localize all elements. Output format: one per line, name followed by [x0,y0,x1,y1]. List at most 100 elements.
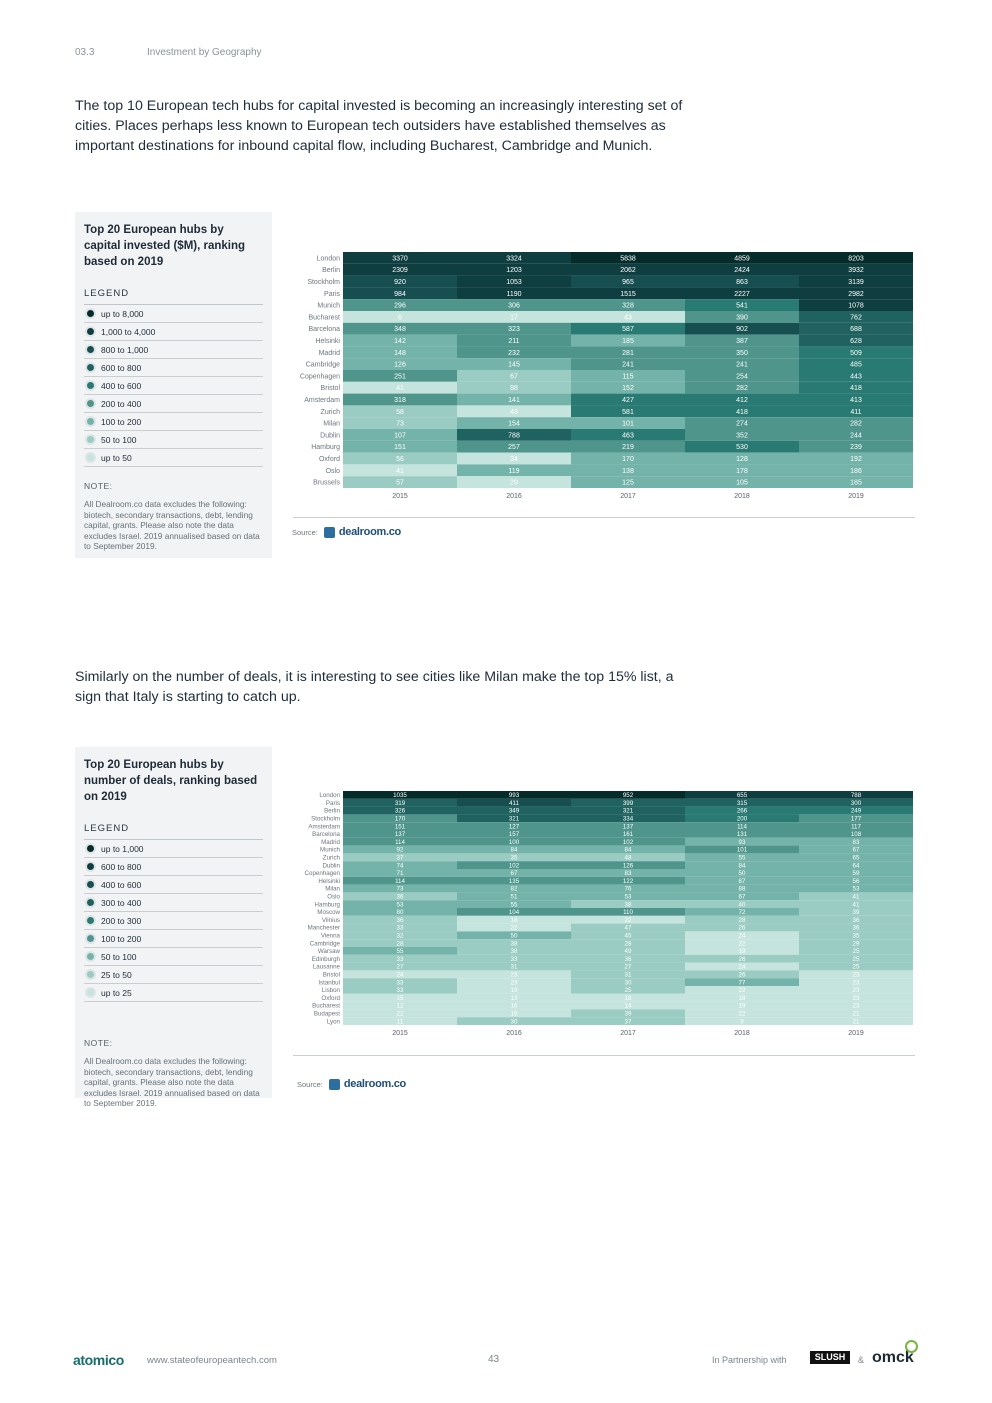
cell-value: 18 [511,917,518,924]
cell-value: 35 [511,854,518,861]
legend-item: up to 1,000 [84,840,263,858]
cell-value: 37 [625,1018,632,1025]
cell-value: 152 [622,385,634,392]
heatmap-cell [343,429,457,441]
heatmap-cell [685,1009,799,1018]
row-label: Brussels [313,480,340,487]
note-text: All Dealroom.co data excludes the follow… [84,1056,260,1108]
row-label: Bucharest [308,314,340,321]
heatmap-cell [685,845,799,854]
heatmap-cell [799,830,913,838]
cell-value: 67 [739,893,746,900]
cell-value: 984 [394,291,406,298]
cell-value: 50 [511,932,518,939]
heatmap-cell [343,1009,457,1018]
heatmap-cell [571,358,685,370]
legend-item: 1,000 to 4,000 [84,323,263,341]
heatmap-cell [685,853,799,862]
heatmap-cell [571,908,685,916]
legend-swatch-icon [85,452,96,463]
cell-value: 25 [853,948,860,955]
heatmap-cell [685,798,799,807]
heatmap-cell [685,954,799,963]
heatmap-cell [799,798,913,807]
heatmap-cell [457,861,571,869]
row-label: Zurich [321,409,341,416]
footer-url[interactable]: www.stateofeuropeantech.com [147,1355,277,1366]
heatmap-cell [685,358,799,370]
legend-swatch-icon [85,915,96,926]
column-label: 2017 [620,1030,636,1037]
dealroom-logo-icon [328,1078,340,1090]
source-label: Source: [292,527,318,537]
cell-value: 399 [623,800,634,807]
cell-value: 2309 [392,267,408,274]
cell-value: 3324 [506,255,522,262]
heatmap-cell [343,900,457,908]
cell-value: 33 [511,956,518,963]
cell-value: 49 [625,948,632,955]
cell-value: 65 [853,854,860,861]
heatmap-cell [457,381,571,394]
legend-item: 400 to 600 [84,377,263,395]
heatmap-cell [685,892,799,901]
cell-value: 119 [508,468,519,475]
cell-value: 55 [739,854,746,861]
legend-swatch-icon [85,434,96,445]
row-label: Lyon [327,1018,341,1025]
heatmap-cell [685,417,799,429]
heatmap-cell [343,464,457,477]
cell-value: 84 [625,847,632,854]
heatmap-cell [457,440,571,453]
cell-value: 83 [625,870,632,877]
cell-value: 131 [737,831,748,838]
cell-value: 127 [509,823,520,830]
heatmap-cell [457,405,571,418]
heatmap-cell [343,405,457,418]
row-label: Helsinki [315,338,340,345]
heatmap-cell [571,311,685,323]
cell-value: 485 [850,362,862,369]
heatmap-cell [343,915,457,924]
heatmap-cell [799,908,913,916]
heatmap-cell [799,814,913,823]
partner-label: In Partnership with [712,1355,787,1365]
cell-value: 232 [508,350,520,357]
cell-value: 105 [736,480,748,487]
cell-value: 36 [853,925,860,932]
heatmap-cell [343,986,457,994]
heatmap-cell [343,954,457,963]
heatmap-cell [799,275,913,288]
heatmap-cell [457,993,571,1002]
heatmap-cell [571,986,685,994]
heatmap-cell [457,346,571,359]
cell-value: 22 [739,1010,746,1017]
cell-value: 53 [625,893,632,900]
legend-label: 600 to 800 [101,362,142,373]
heatmap-cell [571,440,685,453]
cell-value: 965 [622,279,634,286]
cell-value: 55 [511,901,518,908]
heatmap-cell [457,986,571,994]
cell-value: 55 [397,948,404,955]
cell-value: 114 [395,839,405,846]
cell-value: 84 [739,862,746,869]
legend-label: 200 to 300 [101,915,142,926]
heatmap-cell [457,876,571,885]
row-label: Berlin [322,267,340,274]
heatmap-cell [343,440,457,453]
cell-value: 59 [853,870,860,877]
column-label: 2015 [392,493,408,500]
heatmap-cell [571,429,685,441]
heatmap-cell [457,822,571,830]
heatmap-cell [685,346,799,359]
cell-value: 22 [397,1010,404,1017]
cell-value: 427 [622,397,634,404]
omers-logo: omck [872,1349,914,1366]
cell-value: 23 [853,1003,860,1010]
row-label: Copenhagen [300,373,340,380]
cell-value: 185 [850,480,862,487]
heatmap-cell [685,429,799,441]
heatmap-cell [799,931,913,940]
legend-label: 1,000 to 4,000 [101,326,156,337]
